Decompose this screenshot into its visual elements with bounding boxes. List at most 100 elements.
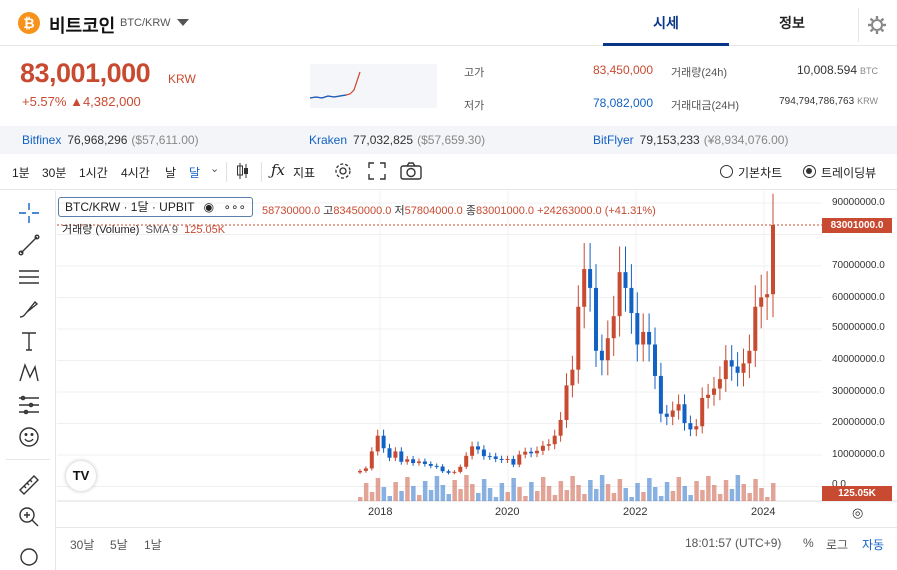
series-legend[interactable]: BTC/KRW · 1달 · UPBIT ◉ ∘∘∘ — [58, 197, 253, 217]
settings-icon[interactable]: ◎ — [852, 505, 864, 520]
tradingview-label[interactable]: 트레이딩뷰 — [821, 166, 877, 180]
auto-toggle[interactable]: 자동 — [862, 538, 885, 552]
tab-quotes[interactable]: 시세 — [603, 0, 729, 46]
interval-1hour[interactable]: 1시간 — [79, 166, 108, 180]
price-change: +5.57% ▲4,382,000 — [22, 94, 141, 109]
volume-tag: 125.05K — [822, 486, 892, 501]
volume-bar — [717, 494, 723, 501]
candle-body — [688, 423, 693, 430]
tab-info[interactable]: 정보 — [779, 15, 805, 31]
y-tick: 20000000.0 — [832, 417, 885, 428]
volume-bar — [381, 487, 387, 501]
interval-1min[interactable]: 1분 — [12, 166, 30, 180]
settings-button[interactable] — [858, 8, 892, 42]
trendline-icon[interactable] — [17, 233, 41, 257]
indicators-button[interactable]: 지표 — [293, 166, 316, 180]
high-label: 고가 — [464, 67, 485, 79]
volume-bar — [653, 487, 658, 501]
candle-body — [741, 363, 746, 373]
text-icon[interactable] — [17, 329, 41, 353]
volume-bar — [735, 475, 741, 501]
price-chart[interactable] — [0, 191, 897, 570]
candle-body — [723, 360, 728, 380]
range-5d[interactable]: 5날 — [110, 538, 128, 552]
interval-day[interactable]: 날 — [165, 166, 177, 180]
screenshot-button[interactable] — [400, 162, 422, 183]
volume-bar — [723, 480, 729, 501]
fib-icon[interactable] — [17, 393, 41, 417]
x-tick: 2020 — [495, 506, 520, 518]
y-tick: 60000000.0 — [832, 292, 885, 303]
ruler-icon[interactable] — [17, 473, 41, 497]
horizontal-lines-icon[interactable] — [17, 265, 41, 289]
volume-bar — [753, 479, 758, 501]
gear-icon — [868, 16, 886, 34]
volume-bar — [670, 491, 676, 501]
emoji-icon[interactable] — [17, 425, 41, 449]
tradingview-radio[interactable] — [803, 165, 816, 178]
basic-chart-radio[interactable] — [720, 165, 733, 178]
candle-body — [558, 419, 563, 436]
candle-body — [476, 446, 480, 450]
volume-bar — [629, 497, 634, 501]
log-toggle[interactable]: 로그 — [826, 538, 849, 552]
candle-body — [363, 468, 368, 471]
candle-body — [399, 451, 404, 462]
candle-body — [434, 465, 439, 467]
candle-body — [535, 450, 539, 454]
interval-4hour[interactable]: 4시간 — [121, 166, 150, 180]
volume-bar — [564, 490, 569, 501]
more-icon[interactable]: ∘∘∘ — [223, 200, 246, 214]
volume-bar — [552, 495, 558, 501]
volume-bar — [464, 475, 469, 501]
interval-month[interactable]: 달 — [189, 166, 201, 180]
chevron-down-icon[interactable] — [177, 19, 189, 26]
chart-toolbar: 1분 30분 1시간 4시간 날 달 ⌄ ƒx 지표 기본차트 트레이딩뷰 — [0, 154, 897, 190]
zoom-in-icon[interactable] — [17, 505, 41, 529]
candle-body — [712, 388, 716, 395]
chart-area: BTC/KRW · 1달 · UPBIT ◉ ∘∘∘ 58730000.0 고8… — [0, 191, 897, 570]
pattern-icon[interactable] — [17, 361, 41, 385]
chart-footer: 30날 5날 1날 18:01:57 (UTC+9) % 로그 자동 — [56, 527, 897, 555]
chart-settings-button[interactable] — [333, 161, 353, 184]
range-30d[interactable]: 30날 — [70, 538, 95, 552]
candle-type-button[interactable] — [236, 162, 250, 183]
low-label: 저가 — [464, 100, 485, 112]
eye-icon[interactable]: ◉ — [203, 200, 215, 214]
volume-bar — [558, 481, 564, 501]
interval-30min[interactable]: 30분 — [42, 166, 67, 180]
candle-body — [635, 313, 640, 345]
magnet-icon[interactable] — [17, 545, 41, 569]
candle-body — [576, 306, 581, 370]
y-tick: 10000000.0 — [832, 449, 885, 460]
change-percent: +5.57% — [22, 94, 67, 109]
fullscreen-icon — [368, 162, 386, 180]
function-icon[interactable]: ƒx — [271, 161, 286, 179]
amount-label: 거래대금(24H) — [671, 100, 739, 112]
volume-bar — [375, 478, 381, 501]
fullscreen-button[interactable] — [368, 162, 386, 183]
crosshair-icon[interactable] — [17, 201, 41, 225]
candle-body — [358, 470, 362, 473]
chevron-down-icon[interactable]: ⌄ — [210, 163, 220, 175]
volume-bar — [712, 485, 717, 501]
candle-body — [641, 331, 646, 345]
candle-body — [499, 458, 504, 460]
range-1d[interactable]: 1날 — [144, 538, 162, 552]
volume-bar — [440, 485, 446, 501]
brush-icon[interactable] — [17, 297, 41, 321]
camera-icon — [400, 162, 422, 180]
volume-bar — [688, 495, 693, 501]
volume-legend: 거래량 (Volume) SMA 9 125.05K — [62, 224, 226, 236]
volume-bar — [582, 494, 587, 501]
basic-chart-label[interactable]: 기본차트 — [738, 166, 783, 180]
percent-toggle[interactable]: % — [803, 536, 814, 550]
candle-body — [682, 404, 687, 424]
volume-bar — [428, 490, 434, 501]
volume-bar — [511, 478, 516, 501]
volume-bar — [411, 486, 416, 501]
candle-body — [552, 435, 557, 445]
tradingview-logo: TV — [66, 461, 96, 491]
candle-body — [381, 435, 386, 449]
volume-bar — [417, 495, 422, 501]
